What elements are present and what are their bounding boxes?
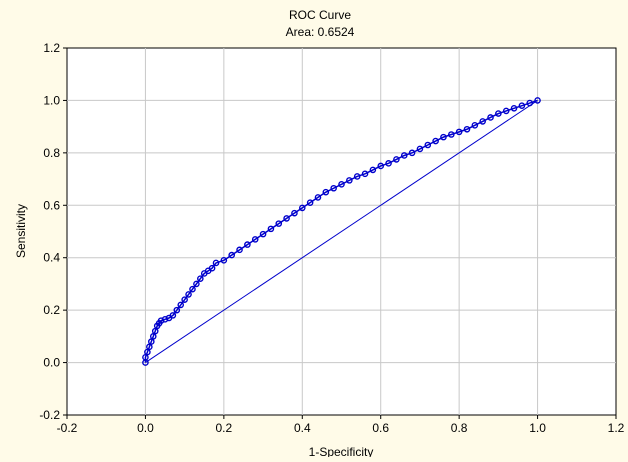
x-tick-label: 1.2 <box>608 421 625 435</box>
roc-point <box>424 141 432 149</box>
x-tick-label: 0.2 <box>216 421 233 435</box>
x-tick-label: 0.0 <box>137 421 154 435</box>
roc-point <box>377 162 385 170</box>
chart-subtitle: Area: 0.6524 <box>286 25 355 39</box>
x-axis-label: 1-Specificity <box>309 445 374 457</box>
roc-point <box>212 259 220 267</box>
roc-point <box>408 149 416 157</box>
roc-point <box>479 118 486 125</box>
series-layer <box>142 97 541 366</box>
roc-point <box>161 316 169 323</box>
roc-point <box>259 230 267 238</box>
roc-point <box>291 209 298 217</box>
tick-layer: -0.2 0.0 0.2 0.4 0.6 0.8 1.0 1.2 -0.2 0.0 0.2 0.4 0.… <box>39 41 624 435</box>
roc-point <box>495 110 502 117</box>
roc-point <box>251 236 259 243</box>
y-tick-label: 0.6 <box>43 198 60 212</box>
x-tick-label: 1.0 <box>529 421 546 435</box>
roc-point <box>236 246 243 254</box>
roc-point <box>400 152 408 159</box>
roc-point <box>471 122 479 129</box>
roc-point <box>228 251 235 259</box>
roc-point <box>197 275 204 282</box>
roc-point <box>193 280 200 288</box>
y-axis-label: Sensitivity <box>14 204 28 258</box>
roc-point <box>185 291 192 298</box>
roc-point <box>416 145 424 153</box>
y-tick-label: 0.8 <box>43 146 60 160</box>
roc-point <box>353 173 361 180</box>
x-tick-label: 0.6 <box>372 421 389 435</box>
roc-point <box>220 257 228 264</box>
roc-point <box>208 264 216 272</box>
roc-point <box>283 215 290 222</box>
roc-point <box>275 220 283 227</box>
roc-point <box>346 177 353 184</box>
y-tick-label: -0.2 <box>39 408 60 422</box>
roc-point <box>169 312 177 319</box>
roc-point <box>338 181 345 188</box>
roc-point <box>322 188 330 196</box>
roc-point <box>306 199 314 206</box>
roc-point <box>157 317 165 324</box>
roc-point <box>314 194 322 201</box>
roc-point <box>393 156 400 163</box>
roc-point <box>487 114 494 121</box>
roc-point <box>447 131 455 138</box>
y-tick-label: 0.0 <box>43 356 60 370</box>
chart-title: ROC Curve <box>289 8 351 22</box>
y-tick-label: 1.2 <box>43 41 60 55</box>
x-tick-label: 0.4 <box>294 421 311 435</box>
roc-point <box>173 306 181 314</box>
roc-point <box>181 296 188 303</box>
roc-point <box>455 128 463 136</box>
reference-diagonal-line <box>145 100 538 363</box>
roc-point <box>177 301 185 309</box>
x-tick-label: 0.8 <box>451 421 468 435</box>
roc-point <box>502 107 510 115</box>
roc-point <box>440 133 447 141</box>
roc-point <box>361 170 369 178</box>
roc-point <box>385 160 392 167</box>
y-tick-label: 1.0 <box>43 93 60 107</box>
roc-point <box>463 125 471 133</box>
roc-point <box>518 102 526 109</box>
roc-point <box>267 225 275 233</box>
roc-point <box>510 104 518 112</box>
x-tick-label: -0.2 <box>57 421 78 435</box>
roc-point <box>432 137 439 145</box>
y-tick-label: 0.4 <box>43 251 60 265</box>
roc-point <box>189 285 196 293</box>
roc-point <box>244 241 251 248</box>
roc-point <box>298 204 306 212</box>
roc-point <box>369 166 377 174</box>
roc-point <box>330 184 337 192</box>
roc-point <box>534 97 541 104</box>
y-tick-label: 0.2 <box>43 303 60 317</box>
